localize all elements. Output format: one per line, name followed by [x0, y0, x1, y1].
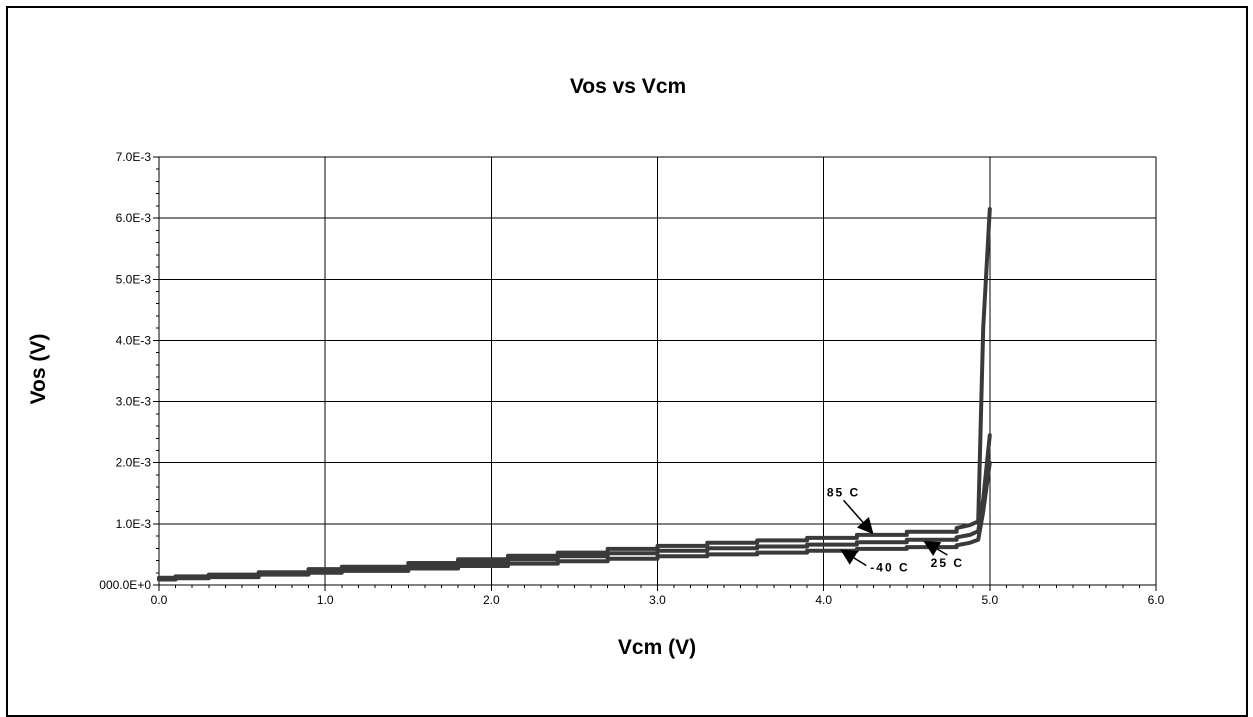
annotation-arrowhead — [856, 516, 874, 535]
x-tick-label: 3.0 — [649, 593, 666, 607]
series-annotations: 85 C 25 C -40 C — [827, 485, 964, 575]
annotation-label: 85 C — [827, 485, 860, 499]
annotation-arrow-line — [842, 499, 864, 523]
x-tick-label: 2.0 — [483, 593, 500, 607]
x-tick-label: 0.0 — [151, 593, 168, 607]
annotation-arrowhead — [923, 540, 942, 556]
x-tick-label: 6.0 — [1148, 593, 1165, 607]
x-axis-label: Vcm (V) — [618, 636, 696, 659]
axis-ticks: 0.0 1.0 2.0 3.0 4.0 5.0 6.0 000.0E+0 1.0E-3 2.0E-… — [99, 150, 1164, 607]
series-line-2 — [157, 460, 992, 582]
chart-title: Vos vs Vcm — [570, 75, 686, 98]
chart-frame — [6, 6, 1248, 717]
annotation-label: -40 C — [870, 561, 909, 575]
annotation-arrowhead — [840, 549, 859, 565]
y-tick-label: 1.0E-3 — [116, 517, 152, 531]
series-lines — [157, 207, 992, 582]
annotation-label: 25 C — [931, 556, 964, 570]
annotation-arrow-line — [936, 548, 948, 556]
y-tick-label: 000.0E+0 — [99, 578, 151, 592]
gridlines — [158, 156, 1157, 586]
y-tick-label: 6.0E-3 — [116, 211, 152, 225]
y-tick-label: 7.0E-3 — [116, 150, 152, 164]
x-tick-label: 5.0 — [981, 593, 998, 607]
y-tick-label: 4.0E-3 — [116, 333, 152, 347]
x-tick-label: 4.0 — [815, 593, 832, 607]
y-tick-label: 5.0E-3 — [116, 272, 152, 286]
y-axis-label: Vos (V) — [27, 334, 50, 405]
y-tick-label: 3.0E-3 — [116, 395, 152, 409]
y-tick-label: 2.0E-3 — [116, 456, 152, 470]
annotation-arrow-line — [853, 557, 867, 567]
series-line-1 — [157, 433, 992, 581]
x-tick-label: 1.0 — [317, 593, 334, 607]
